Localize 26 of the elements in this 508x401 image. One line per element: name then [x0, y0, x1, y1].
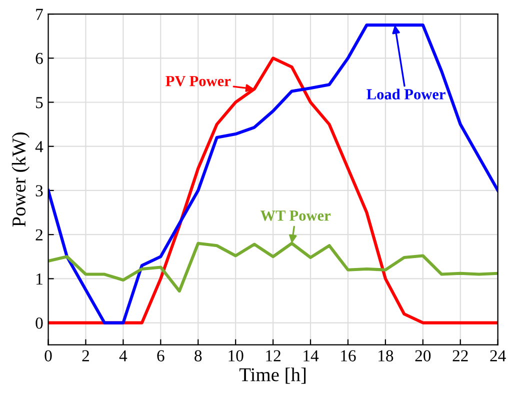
- y-tick-label: 7: [36, 8, 43, 20]
- annotation: Load Power: [366, 88, 446, 100]
- y-axis-title: Power (kW): [12, 132, 30, 227]
- x-tick-label: 12: [266, 350, 280, 362]
- x-tick-label: 22: [452, 350, 468, 362]
- y-tick-label: 4: [35, 141, 44, 152]
- x-tick-label: 24: [490, 350, 506, 362]
- x-tick-label: 4: [119, 350, 128, 362]
- x-tick-label: 16: [341, 350, 356, 362]
- y-tick-label: 6: [36, 52, 43, 64]
- x-tick-label: 20: [415, 350, 431, 362]
- x-axis-title: Time [h]: [239, 368, 306, 384]
- x-tick-label: 18: [378, 350, 394, 362]
- y-tick-label: 5: [36, 97, 43, 108]
- y-tick-label: 3: [36, 185, 43, 196]
- x-tick-label: 14: [304, 350, 319, 362]
- annotation: PV Power: [166, 76, 231, 86]
- x-tick-label: 8: [194, 350, 202, 362]
- x-tick-label: 10: [228, 350, 244, 362]
- x-tick-label: 0: [44, 350, 52, 362]
- annotation: WT Power: [260, 210, 330, 221]
- y-tick-label: 0: [36, 318, 43, 329]
- y-tick-label: 2: [36, 229, 42, 240]
- x-tick-label: 6: [157, 350, 164, 362]
- y-tick-label: 1: [36, 273, 42, 284]
- x-tick-label: 2: [82, 350, 89, 362]
